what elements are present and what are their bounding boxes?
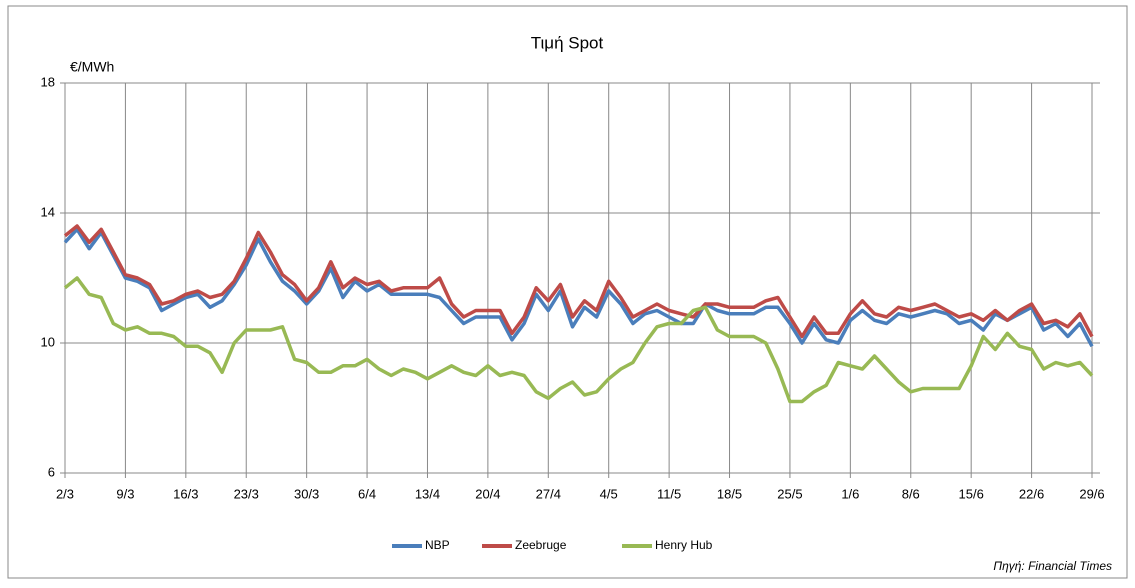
x-tick-label: 11/5 <box>657 486 681 501</box>
x-tick-label: 18/5 <box>717 486 742 501</box>
x-tick-label: 15/6 <box>959 486 984 501</box>
series-line <box>63 276 1094 404</box>
legend-label: NBP <box>425 538 450 552</box>
x-tick-label: 23/3 <box>234 486 259 501</box>
y-axis-label: €/MWh <box>70 59 114 75</box>
x-tick-label: 4/5 <box>600 486 618 501</box>
series-line <box>63 224 1094 339</box>
x-tick-label: 25/5 <box>777 486 802 501</box>
source: Πηγή: Financial Times <box>993 559 1112 573</box>
x-tick-label: 27/4 <box>536 486 561 501</box>
y-tick-label: 14 <box>41 204 55 219</box>
x-tick-label: 8/6 <box>902 486 920 501</box>
x-tick-label: 2/3 <box>56 486 74 501</box>
x-tick-label: 16/3 <box>173 486 198 501</box>
x-tick-label: 13/4 <box>415 486 440 501</box>
x-tick-label: 9/3 <box>116 486 134 501</box>
x-tick-label: 20/4 <box>475 486 500 501</box>
x-tick-label: 22/6 <box>1019 486 1044 501</box>
y-tick-label: 10 <box>41 334 55 349</box>
chart-title: Τιμή Spot <box>531 33 604 52</box>
legend-label: Henry Hub <box>655 538 713 552</box>
x-tick-label: 30/3 <box>294 486 319 501</box>
y-tick-label: 6 <box>48 464 55 479</box>
y-tick-label: 18 <box>41 74 55 89</box>
x-tick-label: 29/6 <box>1079 486 1104 501</box>
x-tick-label: 1/6 <box>841 486 859 501</box>
legend-label: Zeebruge <box>515 538 567 552</box>
x-tick-label: 6/4 <box>358 486 376 501</box>
